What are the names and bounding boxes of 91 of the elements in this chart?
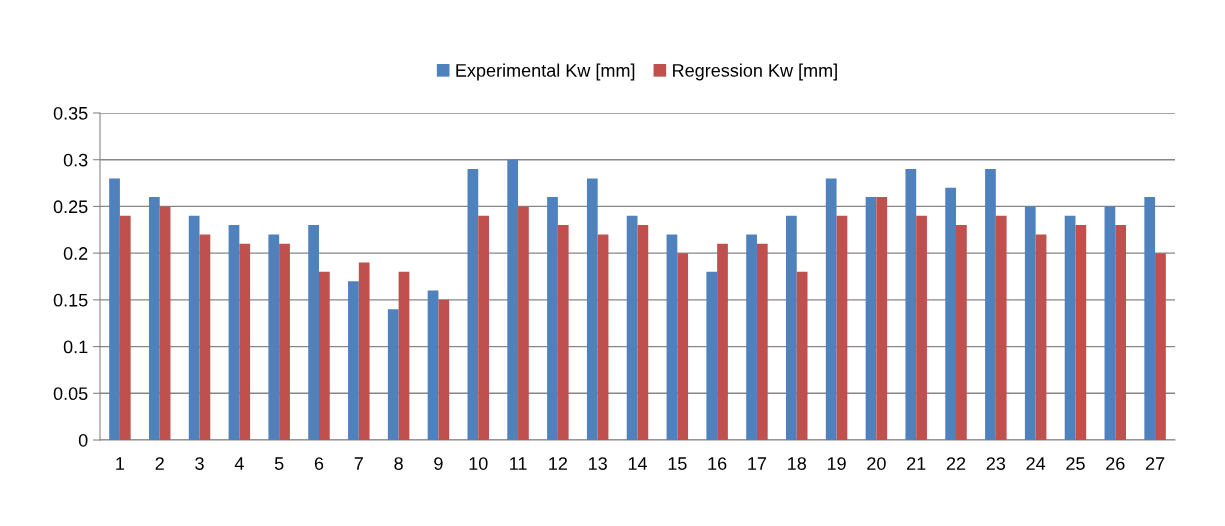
- bar: [995, 215, 1007, 440]
- bar: [825, 178, 837, 440]
- bar: [148, 197, 160, 440]
- y-tick-label: 0.35: [53, 106, 88, 120]
- bar: [547, 197, 558, 440]
- bar: [1075, 225, 1087, 440]
- legend-label: Regression Kw [mm]: [673, 63, 837, 81]
- x-tick-label: 17: [748, 457, 767, 470]
- bar: [1115, 225, 1127, 440]
- bar: [916, 215, 927, 440]
- x-tick-label: 4: [234, 457, 244, 470]
- bar: [507, 159, 519, 440]
- bar: [717, 243, 728, 440]
- x-tick-label: 9: [434, 457, 443, 470]
- x-tick-label: 20: [867, 457, 886, 470]
- bar: [1064, 215, 1076, 440]
- bar: [188, 215, 200, 440]
- bar: [438, 299, 450, 440]
- x-tick-label: 27: [1145, 457, 1165, 470]
- bar: [1035, 234, 1047, 440]
- bar: [945, 187, 957, 440]
- x-tick-label: 23: [986, 457, 1006, 470]
- x-tick-label: 16: [708, 457, 727, 470]
- bar: [626, 215, 638, 440]
- y-tick-label: 0: [78, 433, 88, 447]
- x-tick-label: 8: [394, 457, 403, 470]
- y-tick-label: 0.3: [63, 153, 88, 167]
- x-tick-label: 3: [195, 457, 204, 470]
- bar: [268, 234, 280, 440]
- x-tick-label: 12: [549, 457, 568, 470]
- bar: [905, 169, 917, 440]
- bar: [836, 215, 848, 440]
- bar: [228, 225, 240, 440]
- x-tick-label: 18: [788, 457, 807, 470]
- bar: [1104, 206, 1116, 440]
- bar: [876, 197, 888, 440]
- bar: [666, 234, 678, 440]
- bar: [427, 290, 439, 440]
- bar: [199, 234, 211, 440]
- x-tick-label: 5: [274, 457, 284, 470]
- bar: [746, 234, 757, 440]
- bar: [956, 225, 967, 440]
- legend-label: Experimental Kw [mm]: [456, 63, 635, 81]
- bar: [1024, 206, 1036, 440]
- bar: [557, 225, 569, 440]
- y-tick-label: 0.05: [53, 387, 88, 401]
- x-tick-label: 15: [668, 457, 687, 470]
- bar: [478, 215, 489, 440]
- x-tick-label: 13: [589, 457, 607, 470]
- x-tick-label: 10: [469, 457, 488, 470]
- bar: [756, 243, 768, 440]
- x-tick-label: 14: [628, 457, 648, 470]
- bar: [786, 215, 797, 440]
- x-tick-label: 1: [116, 457, 125, 470]
- y-tick-label: 0.2: [63, 247, 88, 260]
- bar: [796, 271, 808, 440]
- bar: [467, 169, 479, 440]
- x-tick-label: 19: [827, 457, 846, 470]
- y-tick-label: 0.25: [53, 200, 88, 214]
- x-tick-label: 2: [155, 457, 164, 470]
- bar: [597, 234, 609, 440]
- bar: [637, 225, 649, 440]
- x-tick-label: 25: [1066, 457, 1085, 470]
- bar: [159, 206, 171, 440]
- bar: [119, 215, 131, 440]
- bar: [1155, 253, 1166, 440]
- bar: [677, 253, 689, 440]
- bar: [358, 262, 370, 440]
- bar: [865, 197, 877, 440]
- y-tick-label: 0.1: [63, 340, 88, 354]
- bar: [985, 169, 996, 440]
- bar: [239, 243, 251, 440]
- bar: [279, 243, 290, 440]
- x-tick-label: 21: [907, 457, 926, 470]
- x-tick-label: 6: [314, 457, 324, 470]
- x-tick-label: 22: [946, 457, 966, 470]
- bar: [586, 178, 598, 440]
- bar: [387, 309, 399, 440]
- y-tick-label: 0.15: [53, 293, 88, 307]
- bar: [348, 281, 359, 440]
- bar: [1144, 197, 1156, 440]
- bar: [318, 271, 330, 440]
- bar: [109, 178, 120, 440]
- bar: [308, 225, 319, 440]
- bar: [706, 271, 718, 440]
- x-tick-label: 11: [510, 457, 527, 470]
- bar: [518, 206, 529, 440]
- x-tick-label: 24: [1026, 457, 1046, 470]
- x-tick-label: 26: [1106, 457, 1125, 470]
- x-tick-label: 7: [354, 457, 363, 470]
- bar: [398, 271, 410, 440]
